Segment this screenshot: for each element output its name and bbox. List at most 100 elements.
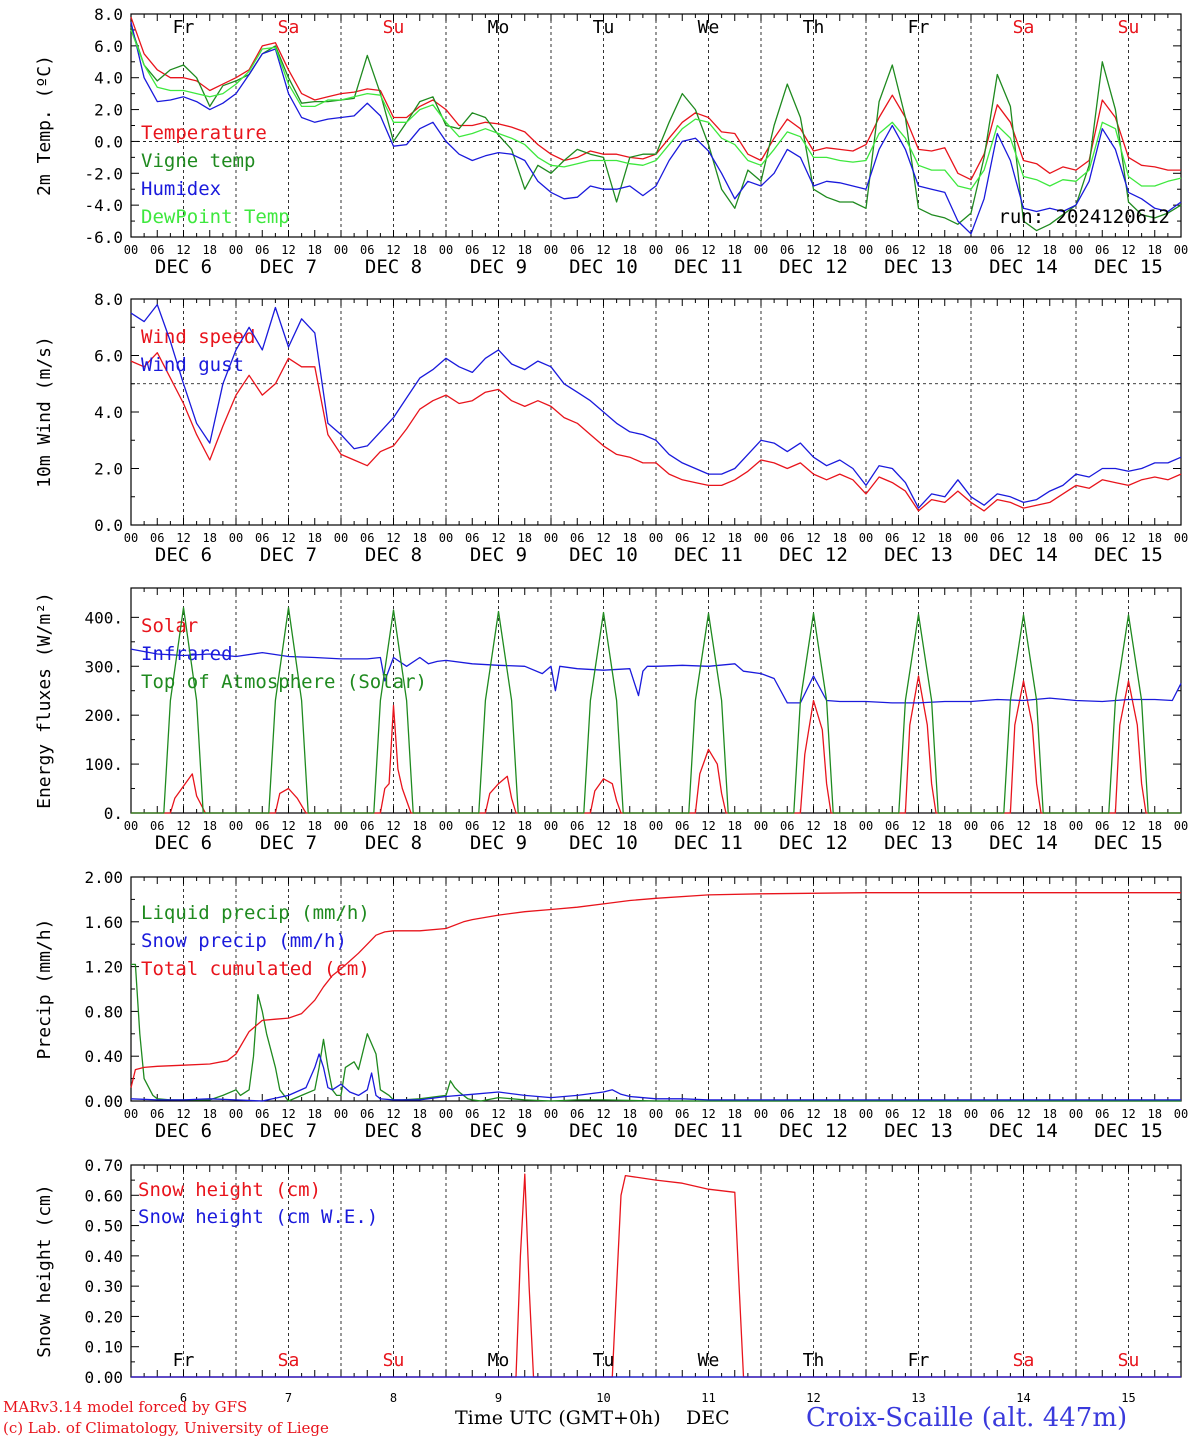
y-tick-label: 0.0 [94,516,123,535]
x-hour-label: 12 [176,531,190,545]
x-date-label: DEC 9 [470,544,527,566]
x-date-label: DEC 10 [569,544,638,566]
x-hour-label: 06 [570,1107,584,1121]
y-tick-label: 0.40 [84,1047,123,1066]
x-date-label: DEC 14 [989,832,1058,854]
x-date-label: DEC 15 [1094,256,1163,278]
y-tick-label: 6.0 [94,37,123,56]
x-day-number: 15 [1121,1391,1135,1405]
x-hour-label: 18 [1043,819,1057,833]
x-hour-label: 00 [334,1107,348,1121]
legend-entry: Vigne temp [141,150,255,172]
legend-entry: Top of Atmosphere (Solar) [141,671,427,693]
x-date-label: DEC 11 [674,832,743,854]
x-hour-label: 06 [885,819,899,833]
x-hour-label: 06 [360,819,374,833]
x-hour-label: 06 [675,819,689,833]
x-hour-label: 12 [1121,1107,1135,1121]
legend-entry: Wind speed [141,326,255,348]
x-hour-label: 06 [675,243,689,257]
panel-precip: 2.00 1.60 1.20 0.80 0.40 0.00 Precip (mm/h) Liq… [34,868,1188,1142]
x-hour-label: 12 [911,1107,925,1121]
x-date-label: DEC 15 [1094,832,1163,854]
x-hour-label: 06 [990,243,1004,257]
x-hour-label: 18 [413,1107,427,1121]
x-axis-month: DEC [686,1407,730,1429]
x-hour-label: 00 [124,243,138,257]
y-tick-label: 0.70 [84,1156,123,1175]
x-hour-label: 18 [728,243,742,257]
y-tick-label: 4.0 [94,69,123,88]
x-hour-label: 00 [544,531,558,545]
y-tick-label: 8.0 [94,290,123,309]
y-tick-label: 400. [84,608,123,627]
x-hour-label: 12 [806,1107,820,1121]
x-hour-label: 06 [1095,819,1109,833]
x-hour-label: 00 [229,531,243,545]
x-hour-label: 00 [439,243,453,257]
x-hour-label: 12 [701,819,715,833]
x-hour-label: 18 [308,1107,322,1121]
panel-snow: 0.70 0.60 0.50 0.40 0.30 0.20 0.10 0.00 Snow hei… [34,1156,1182,1405]
x-hour-label: 18 [518,819,532,833]
x-date-label: DEC 13 [884,256,953,278]
y-tick-label: 0.80 [84,1002,123,1021]
x-hour-label: 00 [544,1107,558,1121]
plot-frame [130,13,1182,238]
series-line-infrared [130,648,1182,704]
x-hour-label: 00 [754,1107,768,1121]
x-hour-label: 18 [308,819,322,833]
x-hour-label: 18 [1043,1107,1057,1121]
x-hour-label: 00 [964,819,978,833]
x-date-label: DEC 9 [470,256,527,278]
x-hour-label: 12 [701,1107,715,1121]
x-hour-label: 00 [859,819,873,833]
x-hour-label: 12 [281,819,295,833]
legend-entry: Solar [141,615,198,637]
x-hour-label: 00 [124,531,138,545]
legend-entry: Temperature [141,122,267,144]
x-date-label: DEC 7 [260,256,317,278]
x-hour-label: 06 [990,531,1004,545]
weekday-label: We [698,1350,720,1371]
x-hour-label: 18 [833,819,847,833]
x-date-label: DEC 9 [470,1120,527,1142]
legend-entry: Total cumulated (cm) [141,958,370,980]
x-date-label: DEC 8 [365,256,422,278]
y-tick-label: 1.60 [84,913,123,932]
x-hour-label: 18 [623,531,637,545]
y-tick-label: 100. [84,755,123,774]
x-hour-label: 00 [754,531,768,545]
weekday-label: Sa [1013,1350,1035,1371]
x-hour-label: 12 [491,531,505,545]
x-hour-label: 18 [728,531,742,545]
x-day-number: 14 [1016,1391,1030,1405]
y-tick-label: 200. [84,706,123,725]
weekday-label: Su [383,1350,405,1371]
x-axis-title: Time UTC (GMT+0h) [455,1407,661,1429]
x-hour-label: 18 [938,1107,952,1121]
panel-energy: 400. 300. 200. 100. 0. Energy fluxes (W/m²) So… [34,587,1188,854]
x-hour-label: 12 [176,243,190,257]
x-hour-label: 00 [1069,243,1083,257]
x-hour-label: 18 [1043,243,1057,257]
x-hour-label: 12 [596,819,610,833]
x-date-label: DEC 11 [674,256,743,278]
x-hour-label: 00 [229,819,243,833]
x-hour-label: 06 [570,819,584,833]
x-date-label: DEC 10 [569,832,638,854]
x-day-number: 12 [806,1391,820,1405]
x-hour-label: 06 [675,531,689,545]
legend-entry: Wind gust [141,354,244,376]
legend-entry: Snow precip (mm/h) [141,930,347,952]
x-hour-label: 18 [1148,819,1162,833]
x-hour-label: 06 [360,1107,374,1121]
x-date-label: DEC 6 [155,1120,212,1142]
x-hour-label: 00 [229,1107,243,1121]
station-title: Croix-Scaille (alt. 447m) [806,1403,1127,1433]
x-hour-label: 00 [649,1107,663,1121]
y-tick-label: 4.0 [94,403,123,422]
x-hour-label: 18 [518,243,532,257]
x-hour-label: 18 [413,243,427,257]
x-hour-label: 12 [386,243,400,257]
